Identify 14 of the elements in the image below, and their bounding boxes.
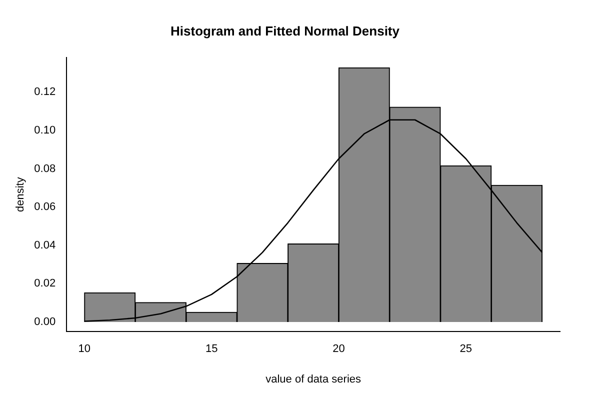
x-tick-label: 10 xyxy=(78,343,91,356)
y-tick-label: 0.06 xyxy=(34,201,56,214)
x-tick-label: 15 xyxy=(205,343,218,356)
x-axis-title: value of data series xyxy=(266,373,362,386)
y-tick-label: 0.10 xyxy=(34,124,56,136)
x-tick-label: 25 xyxy=(460,343,472,356)
y-tick-label: 0.08 xyxy=(34,162,56,175)
y-tick-label: 0.02 xyxy=(34,278,56,290)
x-tick-label: 20 xyxy=(332,343,345,356)
y-tick-label: 0.04 xyxy=(34,239,56,252)
chart-title: Histogram and Fitted Normal Density xyxy=(170,23,400,38)
y-tick-label: 0.00 xyxy=(34,316,56,328)
y-tick-label: 0.12 xyxy=(34,86,56,98)
y-axis-title: density xyxy=(14,176,27,212)
